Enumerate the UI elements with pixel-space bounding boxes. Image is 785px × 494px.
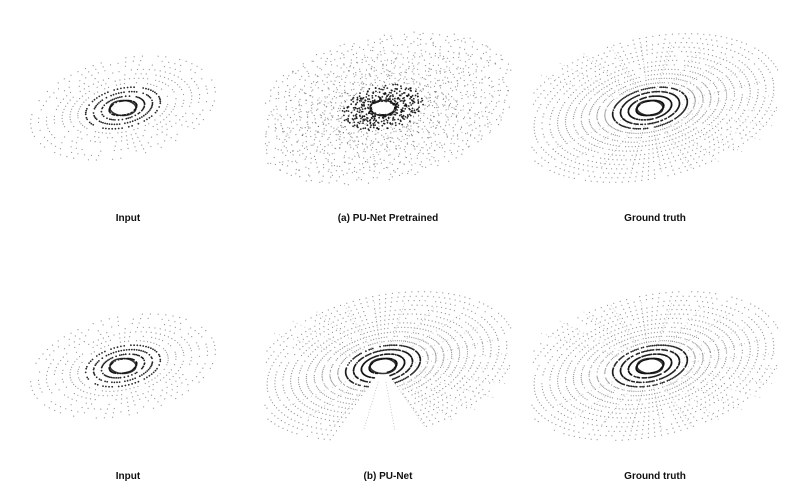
caption-pu-net-pretrained: (a) PU-Net Pretrained <box>337 213 439 224</box>
panel-input-bottom: Input <box>3 278 253 482</box>
panel-input-top: Input <box>3 20 253 224</box>
caption-ground-truth-top: Ground truth <box>624 213 686 224</box>
panel-pu-net: (b) PU-Net <box>263 278 513 482</box>
point-cloud-ground-truth-top <box>531 33 779 183</box>
panel-ground-truth-top: Ground truth <box>530 20 780 224</box>
point-cloud-pu-net <box>264 291 512 441</box>
point-cloud-input-bottom <box>30 313 216 419</box>
caption-input-top: Input <box>115 213 141 224</box>
panel-pu-net-pretrained: (a) PU-Net Pretrained <box>263 20 513 224</box>
point-cloud-ground-truth-bottom <box>531 291 779 441</box>
caption-ground-truth-bottom: Ground truth <box>624 471 686 482</box>
point-cloud-pu-net-pretrained <box>264 31 512 186</box>
caption-pu-net: (b) PU-Net <box>363 471 413 482</box>
point-cloud-input-top <box>30 55 216 161</box>
panel-ground-truth-bottom: Ground truth <box>530 278 780 482</box>
caption-input-bottom: Input <box>115 471 141 482</box>
